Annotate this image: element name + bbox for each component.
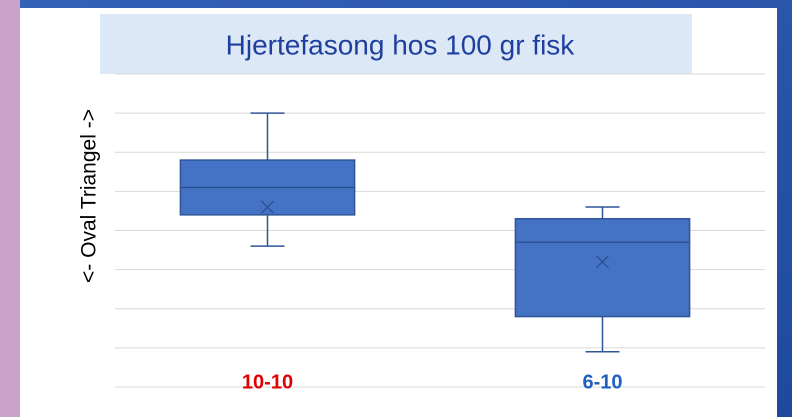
plot-panel xyxy=(20,8,777,417)
x-tick-label: 6-10 xyxy=(582,371,622,393)
y-axis-label: <- Oval Triangel -> xyxy=(78,109,101,283)
mean-marker xyxy=(596,255,609,269)
box xyxy=(514,218,691,318)
chart-title: Hjertefasong hos 100 gr fisk xyxy=(226,29,576,60)
title-box xyxy=(100,14,692,74)
left-strip xyxy=(0,0,20,417)
mean-marker xyxy=(261,200,274,214)
x-tick-label: 10-10 xyxy=(242,371,293,393)
